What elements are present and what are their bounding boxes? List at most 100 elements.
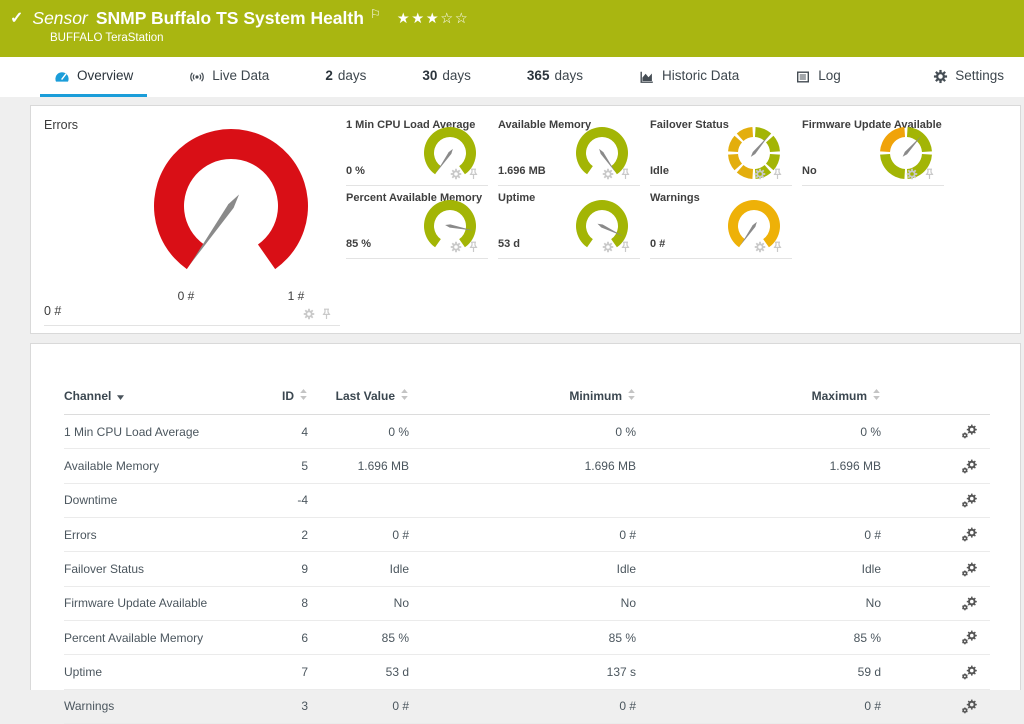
cell-id: -4 <box>254 483 308 518</box>
channel-settings-gears-icon[interactable] <box>961 493 978 508</box>
cell-channel: Firmware Update Available <box>64 586 254 621</box>
channels-table: Channel ID Last Value Minimum Maximum 1 Min … <box>64 376 990 724</box>
cell-last-value: 1.696 MB <box>308 448 409 484</box>
small-gauges-grid: 1 Min CPU Load Average 0 % Available Memor… <box>346 113 949 259</box>
gauge-title: Uptime <box>498 192 536 204</box>
tab-2-days[interactable]: 2 days <box>311 57 380 97</box>
column-header-channel[interactable]: Channel <box>64 376 254 415</box>
tab-label: Live Data <box>212 68 270 83</box>
tab-label-number: 2 <box>325 68 333 83</box>
gear-icon[interactable] <box>754 168 766 180</box>
gear-icon[interactable] <box>602 241 614 253</box>
gauge-cell-firmware-update-available: Firmware Update Available No <box>802 113 949 186</box>
pin-icon[interactable] <box>321 308 332 320</box>
gear-icon[interactable] <box>602 168 614 180</box>
table-row-percent-available-memory[interactable]: Percent Available Memory 6 85 % 85 % 85 % <box>64 620 990 656</box>
tab-settings[interactable]: Settings <box>919 57 1018 97</box>
cell-maximum: 1.696 MB <box>636 448 881 484</box>
gear-icon[interactable] <box>450 241 462 253</box>
pin-icon[interactable] <box>772 241 783 253</box>
table-row-warnings[interactable]: Warnings 3 0 #0 #0 # <box>64 689 990 724</box>
broadcast-icon <box>189 69 205 85</box>
area-chart-icon <box>639 69 655 85</box>
cell-last-value: Idle <box>308 551 409 587</box>
cell-minimum: 0 # <box>409 517 636 553</box>
cell-minimum: 0 # <box>409 689 636 724</box>
gauge-cell-failover-status: Failover Status Idle <box>650 113 797 186</box>
gear-icon[interactable] <box>303 308 315 320</box>
cell-maximum: 0 # <box>636 689 881 724</box>
channel-settings-gears-icon[interactable] <box>961 459 978 474</box>
column-header-id[interactable]: ID <box>254 376 308 415</box>
table-row-downtime[interactable]: Downtime -4 <box>64 483 990 518</box>
channel-settings-gears-icon[interactable] <box>961 562 978 577</box>
table-row-uptime[interactable]: Uptime 7 53 d 137 s 59 d <box>64 654 990 690</box>
gauge-value: 53 d <box>498 238 521 250</box>
cell-minimum <box>409 483 636 518</box>
gear-icon[interactable] <box>754 241 766 253</box>
gauge-title: Warnings <box>650 192 700 204</box>
gear-icon[interactable] <box>906 168 918 180</box>
column-header-max[interactable]: Maximum <box>636 376 881 415</box>
pin-icon[interactable] <box>468 241 479 253</box>
cell-minimum: 85 % <box>409 620 636 656</box>
divider <box>44 325 340 326</box>
sensor-title: SNMP Buffalo TS System Health <box>95 8 364 28</box>
channel-settings-gears-icon[interactable] <box>961 596 978 611</box>
cell-maximum <box>636 483 881 518</box>
gauge-scale-min: 0 # <box>177 289 195 303</box>
pin-icon[interactable] <box>620 241 631 253</box>
gauge-value: No <box>802 165 817 177</box>
divider <box>650 258 792 259</box>
pin-icon[interactable] <box>772 168 783 180</box>
log-icon <box>795 69 811 85</box>
cell-channel: Uptime <box>64 654 254 690</box>
cell-last-value: 85 % <box>308 620 409 656</box>
divider <box>498 258 640 259</box>
column-label: Maximum <box>811 389 867 403</box>
cell-last-value: No <box>308 586 409 621</box>
cell-last-value: 0 % <box>308 414 409 450</box>
channel-settings-gears-icon[interactable] <box>961 665 978 680</box>
table-row-1-min-cpu-load-average[interactable]: 1 Min CPU Load Average 4 0 % 0 % 0 % <box>64 414 990 450</box>
channel-settings-gears-icon[interactable] <box>961 424 978 439</box>
tab-365-days[interactable]: 365 days <box>513 57 597 97</box>
tab-label: Historic Data <box>661 68 740 83</box>
cell-minimum: 137 s <box>409 654 636 690</box>
cell-id: 5 <box>254 448 308 484</box>
table-row-firmware-update-available[interactable]: Firmware Update Available 8 No No No <box>64 586 990 621</box>
table-row-available-memory[interactable]: Available Memory 5 1.696 MB 1.696 MB 1.696 M… <box>64 448 990 484</box>
channels-panel: Channel ID Last Value Minimum Maximum 1 Min … <box>30 343 1021 724</box>
tab-label: Settings <box>955 68 1004 83</box>
cell-channel: Warnings <box>64 689 254 724</box>
channel-settings-gears-icon[interactable] <box>961 527 978 542</box>
tab-historic-data[interactable]: Historic Data <box>625 57 753 97</box>
pin-icon[interactable] <box>924 168 935 180</box>
column-header-min[interactable]: Minimum <box>409 376 636 415</box>
priority-flag-icon[interactable]: ⚐ <box>369 7 381 21</box>
tab-30-days[interactable]: 30 days <box>408 57 485 97</box>
tab-label-number: 30 <box>422 68 438 83</box>
tab-overview[interactable]: Overview <box>40 57 148 97</box>
gauge-scale-max: 1 # <box>287 289 305 303</box>
tab-log[interactable]: Log <box>781 57 855 97</box>
available-memory-gauge <box>576 127 628 175</box>
cell-id: 6 <box>254 620 308 656</box>
table-row-failover-status[interactable]: Failover Status 9 Idle Idle Idle <box>64 551 990 587</box>
column-label: Minimum <box>569 389 622 403</box>
channel-settings-gears-icon[interactable] <box>961 699 978 714</box>
pin-icon[interactable] <box>620 168 631 180</box>
priority-star-rating[interactable]: ★★★☆☆ <box>396 11 470 27</box>
gear-icon[interactable] <box>450 168 462 180</box>
pin-icon[interactable] <box>468 168 479 180</box>
cell-id: 7 <box>254 654 308 690</box>
column-header-last[interactable]: Last Value <box>308 376 409 415</box>
sensor-header: ✓ Sensor SNMP Buffalo TS System Health ⚐… <box>0 0 1024 57</box>
tab-live-data[interactable]: Live Data <box>175 57 283 97</box>
channel-settings-gears-icon[interactable] <box>961 630 978 645</box>
table-row-errors[interactable]: Errors 2 0 #0 #0 # <box>64 517 990 553</box>
device-name[interactable]: BUFFALO TeraStation <box>50 32 164 44</box>
cell-maximum: 0 % <box>636 414 881 450</box>
tab-label: days <box>442 68 471 83</box>
cell-minimum: Idle <box>409 551 636 587</box>
